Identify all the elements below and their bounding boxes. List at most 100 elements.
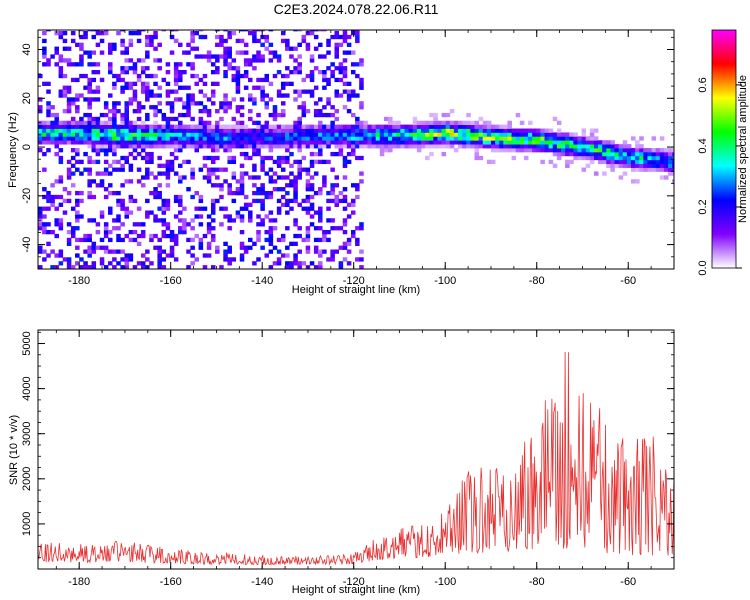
heatmap-cell (219, 132, 224, 137)
x-tick-label: -100 (434, 275, 456, 287)
heatmap-cell (507, 132, 512, 137)
heatmap-cell (103, 30, 109, 32)
heatmap-cell (190, 46, 195, 51)
heatmap-cell (58, 140, 64, 145)
heatmap-cell (169, 132, 175, 137)
heatmap-cell (252, 120, 257, 126)
heatmap-cell (116, 159, 121, 165)
heatmap-cell (355, 34, 360, 40)
heatmap-cell (285, 66, 290, 71)
heatmap-cell (178, 62, 183, 67)
heatmap-cell (495, 128, 500, 133)
heatmap-cell (62, 210, 68, 215)
heatmap-cell (297, 249, 302, 254)
heatmap-cell (198, 198, 204, 204)
heatmap-cell (112, 128, 117, 133)
heatmap-cell (169, 245, 175, 250)
heatmap-cell (297, 233, 302, 239)
heatmap-cell (124, 50, 129, 55)
heatmap-cell (140, 155, 146, 161)
heatmap-cell (622, 140, 628, 145)
heatmap-cell (120, 132, 125, 137)
heatmap-cell (182, 128, 187, 133)
heatmap-cell (58, 73, 64, 79)
heatmap-cell (412, 132, 418, 137)
heatmap-cell (124, 214, 129, 219)
heatmap-cell (70, 116, 76, 122)
heatmap-cell (433, 144, 438, 149)
heatmap-cell (330, 34, 335, 40)
heatmap-cell (161, 163, 167, 168)
heatmap-cell (293, 257, 298, 262)
heatmap-cell (429, 140, 434, 145)
heatmap-cell (470, 136, 475, 141)
heatmap-cell (124, 265, 129, 269)
heatmap-cell (103, 105, 109, 110)
heatmap-cell (276, 58, 282, 63)
heatmap-cell (66, 105, 72, 110)
heatmap-cell (95, 30, 101, 32)
heatmap-cell (66, 175, 72, 180)
heatmap-cell (272, 159, 278, 165)
heatmap-cell (289, 265, 294, 269)
heatmap-cell (202, 124, 208, 129)
heatmap-cell (548, 144, 554, 149)
heatmap-cell (264, 34, 270, 40)
heatmap-cell (149, 155, 154, 161)
heatmap-cell (264, 93, 270, 98)
heatmap-cell (79, 54, 84, 59)
heatmap-cell (50, 105, 55, 110)
heatmap-cell (672, 171, 674, 176)
heatmap-cell (153, 124, 158, 129)
heatmap-cell (334, 89, 340, 94)
heatmap-cell (651, 167, 657, 172)
heatmap-cell (173, 89, 179, 94)
heatmap-cell (507, 128, 512, 133)
heatmap-cell (330, 120, 335, 126)
heatmap-cell (305, 194, 311, 200)
heatmap-cell (330, 136, 335, 141)
heatmap-cell (453, 140, 459, 145)
heatmap-cell (367, 128, 372, 133)
heatmap-cell (79, 257, 84, 262)
heatmap-cell (95, 89, 101, 94)
heatmap-cell (112, 226, 117, 231)
heatmap-cell (565, 132, 570, 137)
heatmap-cell (223, 93, 228, 98)
heatmap-cell (297, 265, 302, 269)
heatmap-cell (334, 93, 340, 98)
heatmap-cell (293, 30, 298, 32)
heatmap-cell (272, 73, 278, 79)
heatmap-cell (326, 50, 331, 55)
heatmap-cell (186, 62, 191, 67)
y-tick-label: 2000 (21, 467, 33, 491)
heatmap-cell (280, 81, 286, 86)
heatmap-cell (532, 140, 537, 145)
heatmap-cell (326, 38, 331, 44)
heatmap-cell (58, 93, 64, 98)
heatmap-cell (523, 155, 529, 161)
heatmap-cell (202, 175, 208, 180)
heatmap-cell (235, 128, 241, 133)
heatmap-cell (577, 155, 582, 161)
heatmap-cell (70, 163, 76, 168)
heatmap-cell (227, 218, 232, 223)
heatmap-cell (536, 132, 541, 137)
heatmap-cell (165, 120, 171, 126)
heatmap-cell (58, 128, 64, 133)
heatmap-cell (169, 233, 175, 239)
heatmap-cell (635, 144, 640, 149)
heatmap-cell (173, 38, 179, 44)
heatmap-cell (145, 171, 150, 176)
heatmap-cell (313, 237, 319, 243)
heatmap-cell (293, 253, 298, 258)
heatmap-cell (503, 148, 508, 153)
heatmap-cell (429, 120, 434, 126)
heatmap-cell (202, 265, 208, 269)
heatmap-cell (124, 253, 129, 258)
heatmap-cell (573, 155, 578, 161)
heatmap-cell (58, 222, 64, 227)
heatmap-cell (252, 34, 257, 40)
heatmap-cell (190, 132, 195, 137)
heatmap-cell (305, 171, 311, 176)
